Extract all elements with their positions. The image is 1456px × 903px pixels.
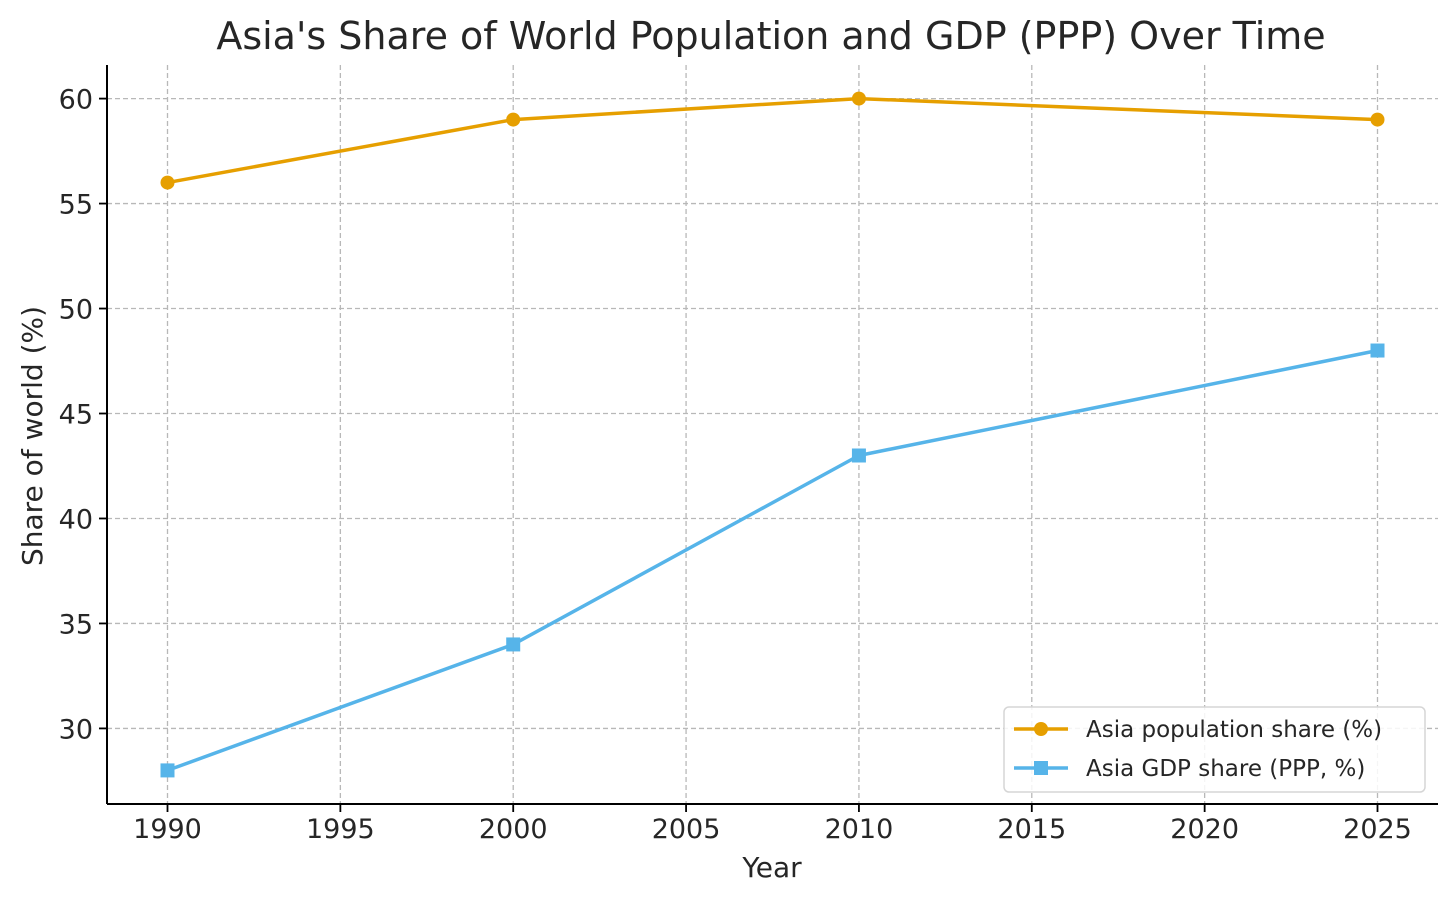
series-line-gdp [165,348,1380,773]
y-tick-label: 60 [59,85,93,116]
grid-lines [107,65,1438,804]
data-point-population [160,175,175,190]
y-tick-label: 50 [59,295,93,326]
legend-box [1003,706,1426,793]
y-axis-label: Share of world (%) [16,306,49,566]
x-tick-label: 1990 [133,814,202,845]
x-tick-label: 2025 [1343,814,1412,845]
data-series [160,91,1385,778]
axes [106,65,1438,805]
data-point-gdp [851,448,866,463]
legend-item-gdp: Asia GDP share (PPP, %) [1014,756,1365,782]
data-point-population [851,91,866,106]
legend-swatch-marker [1034,722,1048,736]
legend-swatch-marker [1034,761,1048,775]
y-tick-label: 30 [59,714,93,745]
x-tick-label: 2010 [825,814,894,845]
y-tick-label: 55 [59,190,93,221]
legend: Asia population share (%) Asia GDP share … [1003,706,1426,793]
data-point-gdp [506,637,521,652]
data-point-population [1370,112,1385,127]
x-tick-label: 2005 [652,814,721,845]
x-tick-label: 2015 [997,814,1066,845]
axis-ticks: 1990 1995 2000 2005 2010 2015 2020 2025 30 35 40 45… [59,85,1412,845]
x-tick-label: 2020 [1170,814,1239,845]
x-tick-label: 1995 [306,814,375,845]
chart-title: Asia's Share of World Population and GDP… [216,14,1325,58]
legend-label: Asia population share (%) [1086,717,1382,743]
legend-item-population: Asia population share (%) [1014,717,1382,743]
x-axis-label: Year [741,851,802,884]
y-tick-label: 35 [59,609,93,640]
x-tick-label: 2000 [479,814,548,845]
data-point-gdp [1370,343,1385,358]
legend-label: Asia GDP share (PPP, %) [1086,756,1365,782]
series-line-population [165,96,1380,185]
data-point-gdp [160,763,175,778]
y-tick-label: 45 [59,400,93,431]
y-tick-label: 40 [59,504,93,535]
data-point-population [506,112,521,127]
series-gdp [160,343,1385,778]
series-population [160,91,1385,190]
